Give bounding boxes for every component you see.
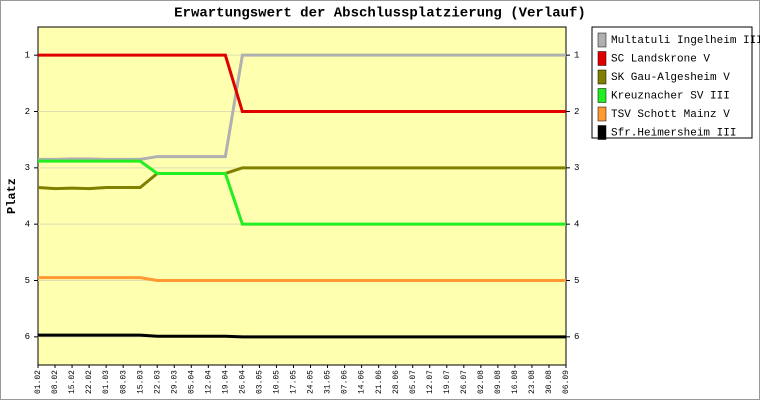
x-tick-label: 03.05 [256, 370, 265, 394]
x-tick-label: 05.07 [409, 370, 418, 394]
x-tick-label: 01.03 [102, 370, 111, 394]
x-tick-label: 02.08 [477, 370, 486, 394]
legend-label: Sfr.Heimersheim III [611, 127, 736, 139]
x-tick-label: 05.04 [187, 370, 196, 394]
plot-area [37, 26, 567, 366]
y2-tick-label: 4 [574, 220, 579, 230]
x-tick-label: 09.08 [494, 370, 503, 394]
x-tick-label: 08.03 [119, 370, 128, 394]
x-tick-label: 28.06 [392, 370, 401, 394]
x-tick-label: 07.06 [341, 370, 350, 394]
legend-label: Multatuli Ingelheim III [611, 35, 760, 47]
x-tick-label: 17.05 [290, 370, 299, 394]
legend-swatch [597, 125, 607, 140]
x-tick-label: 14.06 [358, 370, 367, 394]
legend-label: Kreuznacher SV III [611, 90, 730, 102]
x-tick-label: 12.07 [426, 370, 435, 394]
x-tick-label: 26.04 [238, 370, 247, 394]
y-tick-label: 6 [25, 332, 30, 342]
y-axis-label: Platz [5, 178, 19, 214]
y2-tick-label: 6 [574, 332, 579, 342]
y-tick-label: 5 [25, 276, 30, 286]
y-tick-label: 1 [25, 51, 30, 61]
x-tick-label: 26.07 [460, 370, 469, 394]
legend-swatch [597, 106, 607, 122]
series-line [38, 53, 566, 161]
legend-label: SC Landskrone V [611, 53, 710, 65]
x-tick-label: 21.06 [375, 370, 384, 394]
x-tick-label: 12.04 [204, 370, 213, 394]
y-tick-label: 3 [25, 163, 30, 173]
series-line [38, 276, 566, 282]
x-tick-label: 15.02 [68, 370, 77, 394]
y2-tick-label: 5 [574, 276, 579, 286]
legend-swatch [597, 32, 607, 48]
series-line [38, 53, 566, 113]
legend-label: SK Gau-Algesheim V [611, 72, 730, 84]
y2-tick-label: 3 [574, 163, 579, 173]
x-tick-label: 15.03 [136, 370, 145, 394]
x-tick-label: 19.04 [221, 370, 230, 394]
x-tick-label: 06.09 [562, 370, 571, 394]
y-tick-label: 2 [25, 107, 30, 117]
x-tick-label: 23.08 [528, 370, 537, 394]
series-line [38, 333, 566, 339]
legend-swatch [597, 69, 607, 85]
y2-tick-label: 2 [574, 107, 579, 117]
x-tick-label: 16.08 [511, 370, 520, 394]
y2-tick-label: 1 [574, 51, 579, 61]
legend-swatch [597, 88, 607, 103]
legend-label: TSV Schott Mainz V [611, 109, 730, 121]
x-tick-label: 24.05 [307, 370, 316, 394]
x-tick-label: 10.05 [273, 370, 282, 394]
x-tick-label: 30.08 [545, 370, 554, 394]
series-line [38, 159, 566, 226]
x-tick-label: 01.02 [34, 370, 43, 394]
legend-swatch [597, 51, 607, 66]
x-tick-label: 31.05 [324, 370, 333, 394]
legend [591, 26, 753, 139]
x-tick-label: 22.03 [153, 370, 162, 394]
x-tick-label: 29.03 [170, 370, 179, 394]
chart-title: Erwartungswert der Abschlussplatzierung … [174, 6, 586, 22]
y-tick-label: 4 [25, 220, 30, 230]
x-tick-label: 22.02 [85, 370, 94, 394]
series-line [37, 166, 566, 191]
x-tick-label: 08.02 [51, 370, 60, 394]
x-tick-label: 19.07 [443, 370, 452, 394]
